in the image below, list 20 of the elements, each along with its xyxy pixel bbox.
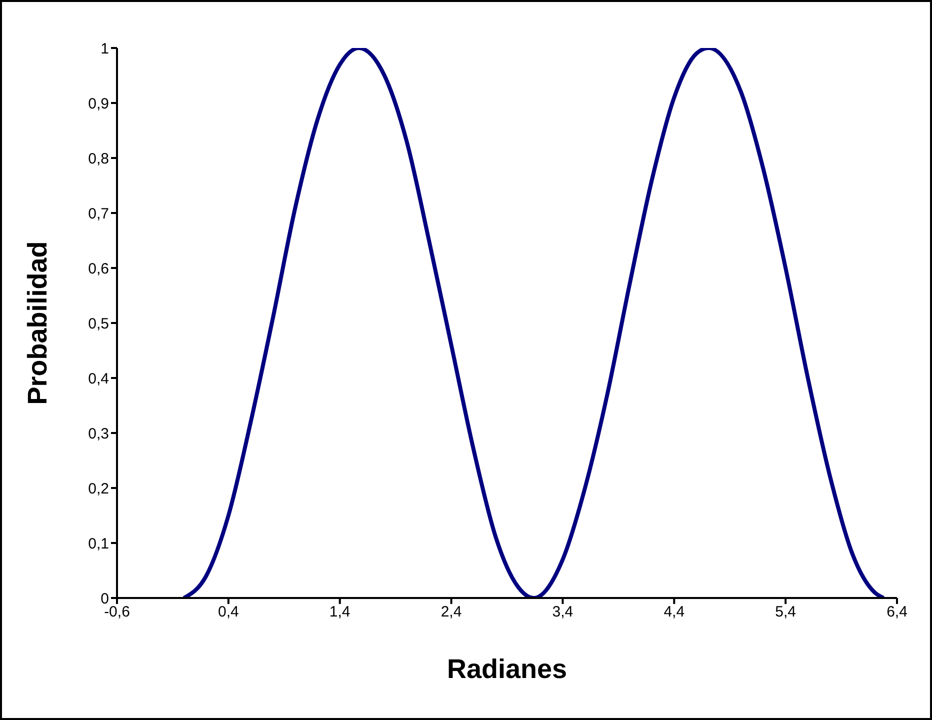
line-series	[182, 48, 886, 598]
y-tick-label: 0,4	[88, 370, 109, 388]
y-tick-label: 0,1	[88, 535, 109, 552]
y-tick-label: 0,8	[88, 150, 109, 168]
y-tick-label: 0,2	[88, 480, 109, 498]
x-tick-label: 4,4	[664, 604, 685, 621]
y-tick-label: 0,5	[88, 315, 109, 332]
y-tick-label: 0,7	[88, 205, 109, 222]
y-axis-title: Probabilidad	[22, 241, 53, 405]
y-tick-label: 1	[100, 40, 109, 58]
y-tick-label: 0,9	[88, 95, 109, 112]
x-tick-label: 6,4	[886, 604, 908, 621]
y-tick-label: 0,6	[88, 260, 109, 278]
x-tick-label: 1,4	[329, 604, 350, 621]
x-tick-label: 5,4	[775, 604, 796, 621]
x-axis-title: Radianes	[446, 654, 568, 684]
y-tick-label: 0,3	[88, 425, 109, 442]
x-tick-label: 3,4	[552, 604, 574, 621]
x-tick-label: 2,4	[440, 604, 462, 621]
x-tick-label: 0,4	[218, 604, 239, 621]
